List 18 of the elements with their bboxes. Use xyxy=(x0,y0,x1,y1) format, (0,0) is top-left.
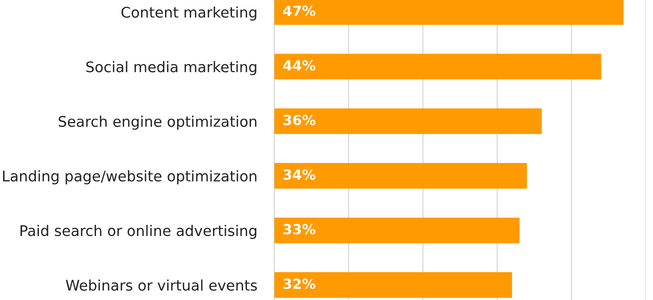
bar xyxy=(274,108,542,134)
y-tick-label: Social media marketing xyxy=(86,61,256,76)
data-label: 33% xyxy=(284,224,316,234)
y-tick-label: Paid search or online advertising xyxy=(20,224,256,239)
data-label: 44% xyxy=(283,60,316,71)
y-tick-label: Webinars or virtual events xyxy=(66,279,257,291)
y-tick-label: Landing page/website optimization xyxy=(3,170,256,184)
data-label: 36% xyxy=(284,114,316,126)
data-label: 32% xyxy=(284,278,316,290)
y-tick-label: Search engine optimization xyxy=(58,116,256,130)
bar xyxy=(274,218,520,244)
data-label: 34% xyxy=(284,169,316,180)
bar xyxy=(274,0,624,25)
data-label: 47% xyxy=(283,6,316,16)
bar xyxy=(274,272,512,298)
bar xyxy=(274,162,527,189)
y-tick-label: Content marketing xyxy=(121,6,256,21)
bar xyxy=(274,54,602,80)
